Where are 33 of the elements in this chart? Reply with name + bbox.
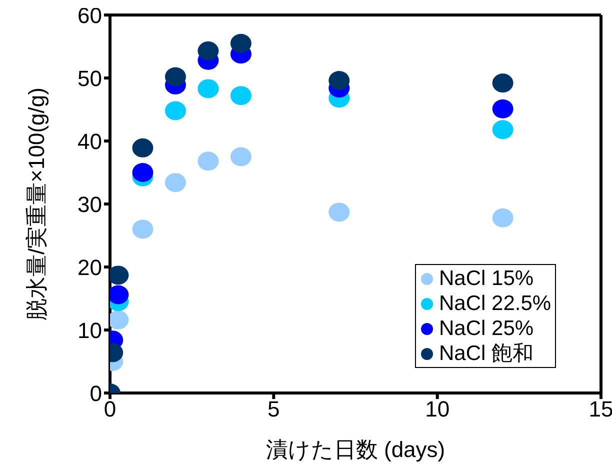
point xyxy=(492,120,514,140)
point xyxy=(164,67,186,86)
y-tick-label: 0 xyxy=(90,380,102,406)
point xyxy=(198,79,219,98)
legend-label: NaCl 25% xyxy=(439,316,534,341)
legend-label: NaCl 22.5% xyxy=(439,291,552,316)
point xyxy=(198,152,219,171)
legend-label: NaCl 飽和 xyxy=(439,341,534,366)
point xyxy=(198,41,219,60)
y-tick-label: 30 xyxy=(78,192,102,217)
point xyxy=(230,147,252,166)
y-tick-label: 50 xyxy=(78,66,102,91)
x-tick-label: 5 xyxy=(268,396,280,422)
x-tick-label: 10 xyxy=(425,396,450,422)
point xyxy=(132,138,154,158)
point xyxy=(328,71,350,90)
point xyxy=(492,208,514,228)
y-axis-title: 脱水量/実重量×100(g/g) xyxy=(24,88,49,320)
y-tick-label: 20 xyxy=(78,254,102,280)
point xyxy=(230,34,252,53)
point xyxy=(164,101,186,120)
point xyxy=(230,86,252,106)
y-tick-label: 40 xyxy=(78,128,102,154)
legend-label: NaCl 15% xyxy=(439,266,534,291)
x-axis-title: 漬けた日数 (days) xyxy=(266,437,446,462)
x-tick-label: 15 xyxy=(588,396,612,422)
point xyxy=(328,202,350,222)
point xyxy=(164,173,186,192)
point xyxy=(492,99,514,118)
point xyxy=(132,163,154,182)
y-tick-label: 10 xyxy=(78,318,102,343)
point xyxy=(132,220,154,239)
point xyxy=(492,74,514,93)
